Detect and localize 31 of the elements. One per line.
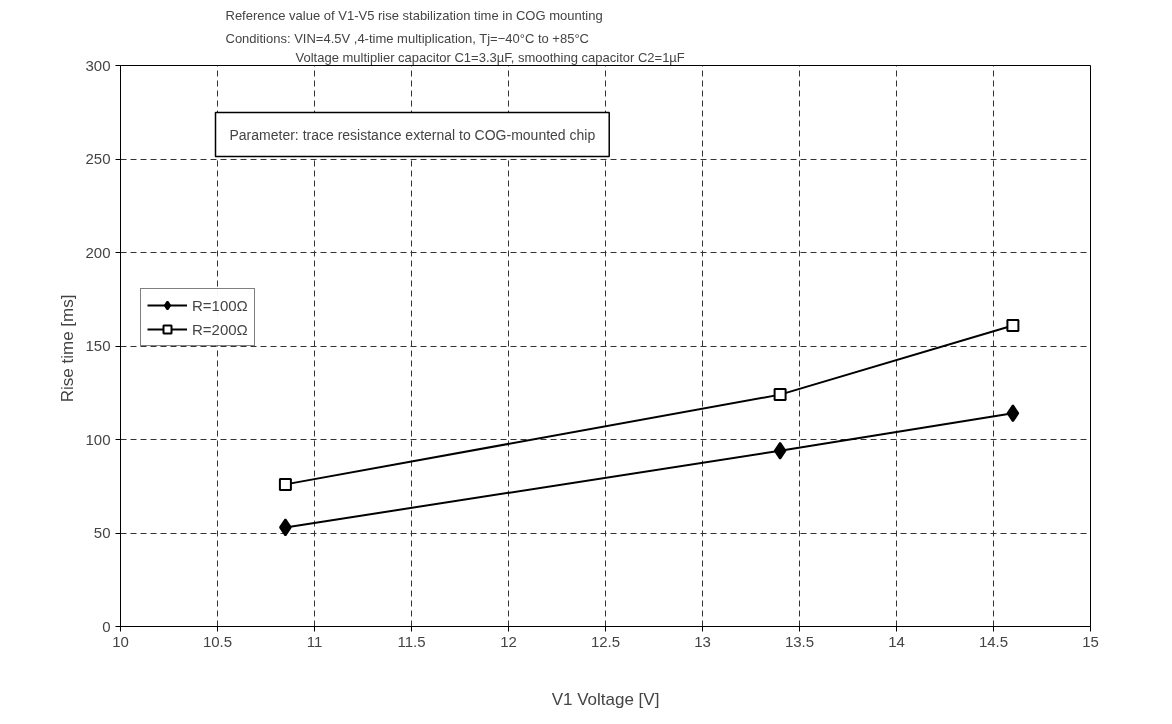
chart-subtitle: Conditions: VIN=4.5V ,4-time multiplication, Tj=−40°C to +85°C: [225, 30, 590, 46]
y-tick-label: 100: [85, 430, 111, 448]
y-tick-label: 300: [85, 56, 111, 74]
legend-label: R=200Ω: [192, 320, 248, 338]
chart-title: Reference value of V1-V5 rise stabilization time in COG mounting: [225, 7, 603, 23]
point: [1006, 318, 1020, 332]
point: [1006, 404, 1020, 423]
x-tick-label: 13.5: [784, 632, 815, 650]
x-tick-label: 12: [500, 632, 517, 650]
point: [278, 477, 292, 491]
annotation: Parameter: trace resistance external to COG-mounted chip: [229, 126, 596, 143]
y-tick-label: 200: [85, 243, 111, 261]
y-axis-title: Rise time [ms]: [58, 294, 78, 403]
x-axis-title: V1 Voltage [V]: [551, 689, 660, 709]
x-tick-label: 11: [306, 632, 323, 650]
x-tick-label: 13: [694, 632, 711, 650]
point: [773, 388, 787, 402]
x-tick-label: 10: [112, 632, 129, 650]
y-tick-label: 0: [102, 617, 111, 635]
x-tick-label: 10.5: [202, 632, 233, 650]
point: [773, 441, 787, 460]
x-tick-label: 11.5: [397, 632, 426, 650]
x-tick-label: 15: [1082, 632, 1099, 650]
x-tick-label: 14.5: [978, 632, 1009, 650]
legend-label: R=100Ω: [192, 296, 248, 314]
y-tick-label: 150: [85, 337, 111, 354]
y-tick-label: 50: [93, 524, 111, 541]
text: Voltage multiplier capacitor C1=3.3µF, smoothing capacitor C2=1µF: [295, 49, 685, 65]
y-tick-label: 250: [85, 150, 111, 167]
x-tick-label: 14: [888, 632, 905, 650]
x-tick-label: 12.5: [590, 632, 621, 650]
